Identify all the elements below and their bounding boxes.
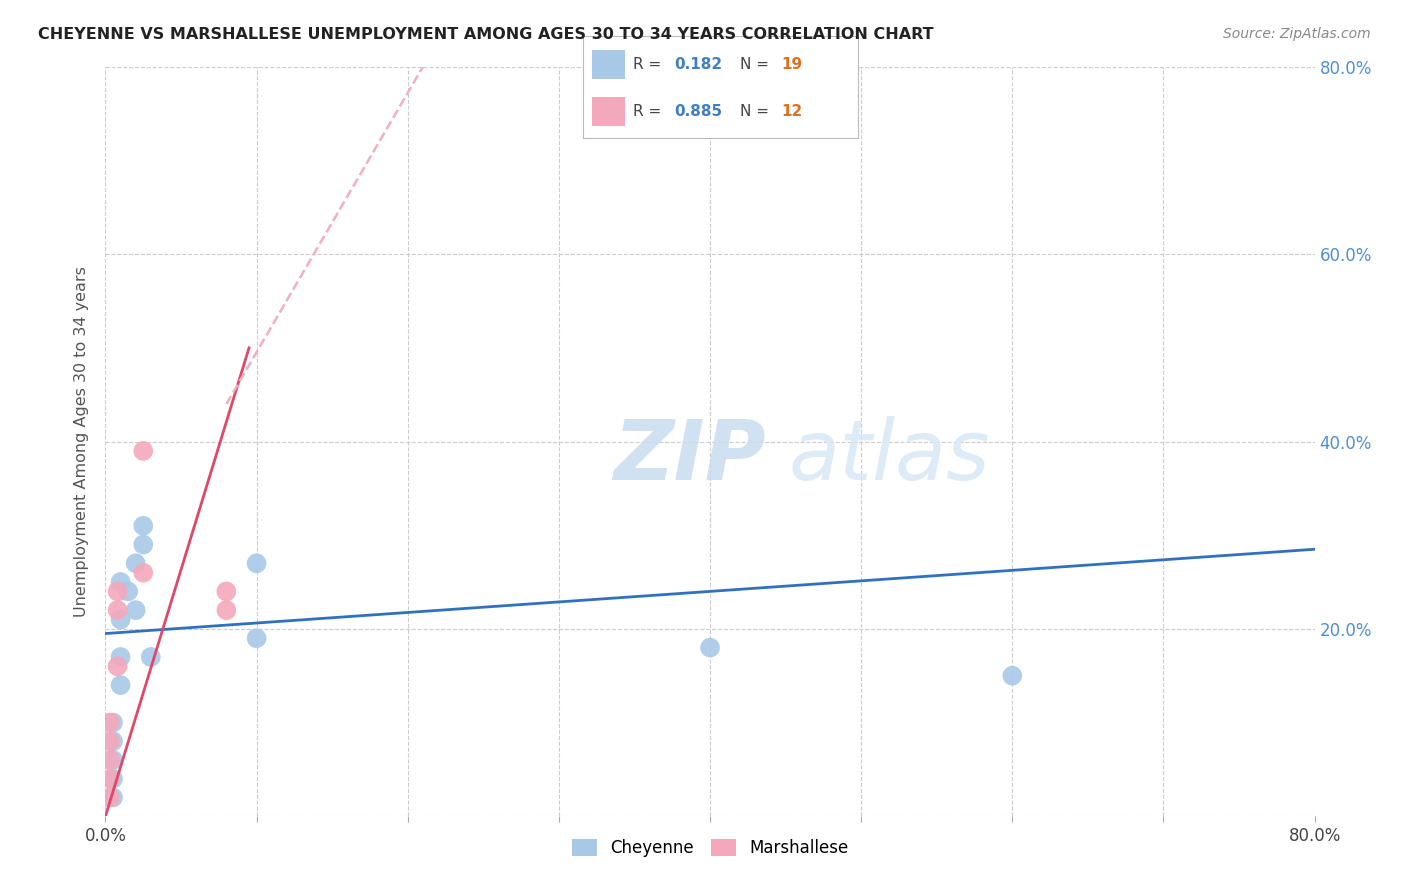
Point bbox=[98, 753, 121, 767]
Text: R =: R = bbox=[633, 104, 666, 120]
Point bbox=[101, 715, 124, 730]
Legend: Cheyenne, Marshallese: Cheyenne, Marshallese bbox=[565, 832, 855, 864]
Y-axis label: Unemployment Among Ages 30 to 34 years: Unemployment Among Ages 30 to 34 years bbox=[75, 266, 90, 617]
Text: CHEYENNE VS MARSHALLESE UNEMPLOYMENT AMONG AGES 30 TO 34 YEARS CORRELATION CHART: CHEYENNE VS MARSHALLESE UNEMPLOYMENT AMO… bbox=[38, 27, 934, 42]
Point bbox=[98, 715, 121, 730]
Bar bbox=[592, 50, 624, 78]
Point bbox=[107, 584, 129, 599]
Point bbox=[117, 584, 139, 599]
Point bbox=[101, 790, 124, 805]
Point bbox=[124, 557, 148, 571]
Text: N =: N = bbox=[740, 57, 773, 72]
Point bbox=[101, 753, 124, 767]
Text: Source: ZipAtlas.com: Source: ZipAtlas.com bbox=[1223, 27, 1371, 41]
Point bbox=[98, 790, 121, 805]
Point bbox=[215, 584, 238, 599]
Point bbox=[110, 574, 132, 589]
Point bbox=[107, 659, 129, 673]
Point bbox=[132, 537, 155, 551]
Text: 12: 12 bbox=[780, 104, 803, 120]
Text: 19: 19 bbox=[780, 57, 801, 72]
Point bbox=[132, 518, 155, 533]
Point bbox=[124, 603, 148, 617]
Text: 0.182: 0.182 bbox=[673, 57, 723, 72]
Text: 0.885: 0.885 bbox=[673, 104, 723, 120]
Point bbox=[132, 443, 155, 458]
Point bbox=[107, 603, 129, 617]
Point bbox=[1001, 669, 1024, 683]
Point bbox=[101, 734, 124, 748]
Text: R =: R = bbox=[633, 57, 666, 72]
Point bbox=[246, 557, 269, 571]
Point bbox=[699, 640, 721, 655]
Point bbox=[110, 613, 132, 627]
Point bbox=[98, 734, 121, 748]
Point bbox=[110, 678, 132, 692]
Bar bbox=[592, 97, 624, 126]
Text: N =: N = bbox=[740, 104, 773, 120]
Text: atlas: atlas bbox=[789, 416, 990, 497]
Point bbox=[132, 566, 155, 580]
Point bbox=[246, 632, 269, 646]
Point bbox=[215, 603, 238, 617]
Point bbox=[110, 649, 132, 664]
Point bbox=[98, 772, 121, 786]
Text: ZIP: ZIP bbox=[613, 416, 766, 497]
Point bbox=[139, 649, 162, 664]
Point bbox=[101, 772, 124, 786]
